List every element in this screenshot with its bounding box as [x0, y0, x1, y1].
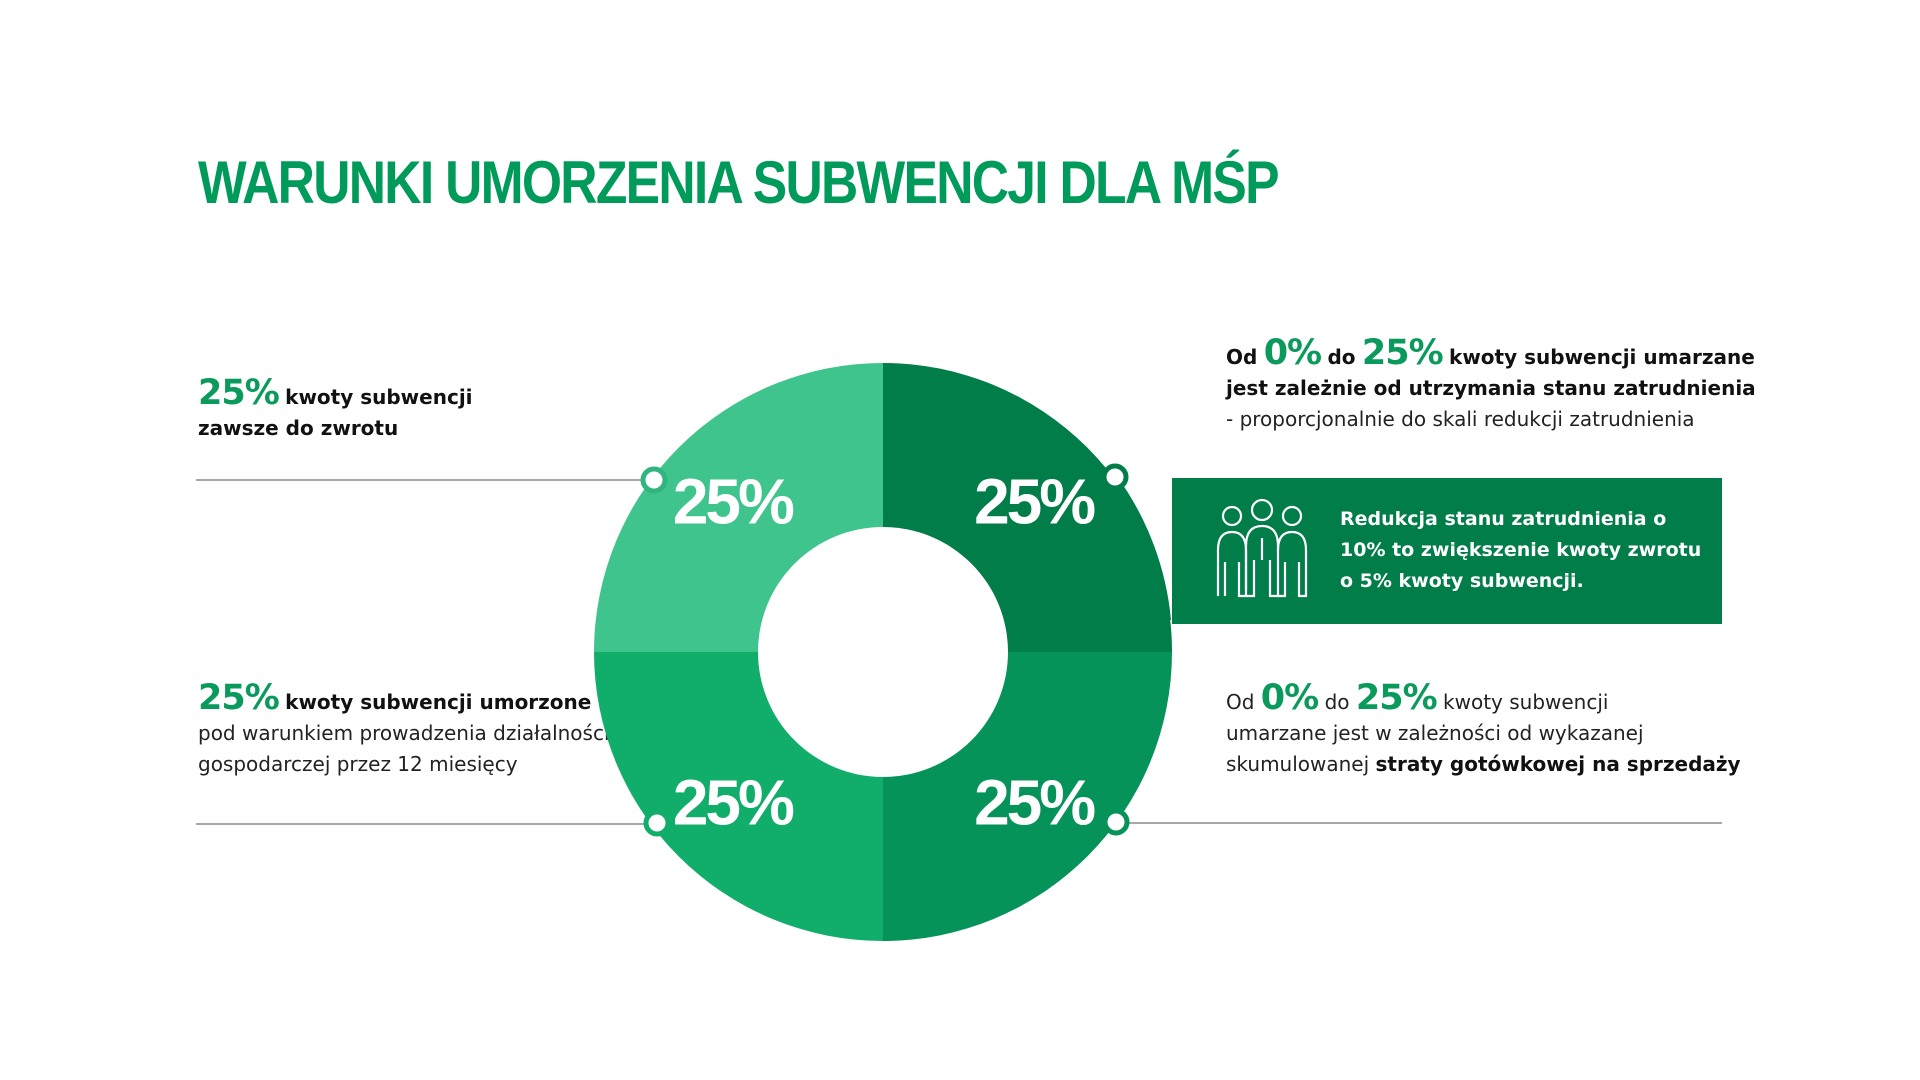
bottom-right-line3b: straty gotówkowej na sprzedaży: [1375, 752, 1741, 776]
bottom-right-line2: umarzane jest w zależności od wykazanej: [1226, 721, 1644, 745]
callout-connector: [1113, 475, 1171, 621]
rule-top-left: [196, 479, 650, 481]
top-right-big2: 25%: [1361, 333, 1444, 373]
bottom-right-do: do: [1324, 690, 1350, 714]
people-icon: [1216, 498, 1308, 598]
bottom-right-big2: 25%: [1355, 678, 1438, 718]
text-block-bottom-right: Od 0% do 25% kwoty subwencji umarzane je…: [1226, 681, 1741, 780]
text-block-bottom-left: 25% kwoty subwencji umorzone pod warunki…: [198, 681, 610, 780]
donut-slice-top-left: [594, 363, 883, 652]
top-right-od: Od: [1226, 345, 1258, 369]
top-right-line2: jest zależnie od utrzymania stanu zatrud…: [1226, 376, 1756, 400]
bottom-right-line1: kwoty subwencji: [1443, 690, 1609, 714]
rule-bottom-left: [196, 823, 654, 825]
marker-dot-bottom-left: [643, 809, 671, 837]
donut-slice-top-right: [883, 363, 1172, 652]
slice-label-bottom-right: 25%: [974, 767, 1095, 839]
bottom-left-line2: pod warunkiem prowadzenia działalności: [198, 721, 610, 745]
callout-box: Redukcja stanu zatrudnienia o 10% to zwi…: [1172, 478, 1722, 624]
bottom-right-od: Od: [1226, 690, 1255, 714]
text-block-top-left: 25% kwoty subwencji zawsze do zwrotu: [198, 376, 473, 444]
marker-dot-top-left: [640, 466, 668, 494]
percent-bottom-left: 25%: [198, 678, 280, 718]
slice-label-bottom-left: 25%: [673, 767, 794, 839]
rule-bottom-right: [1116, 822, 1722, 824]
bottom-left-line3: gospodarczej przez 12 miesięcy: [198, 752, 518, 776]
percent-top-left: 25%: [198, 373, 280, 413]
marker-dot-top-right: [1101, 463, 1129, 491]
callout-text: Redukcja stanu zatrudnienia o 10% to zwi…: [1340, 508, 1702, 592]
top-right-big1: 0%: [1263, 333, 1322, 373]
top-left-line1: kwoty subwencji: [285, 385, 473, 409]
bottom-right-big1: 0%: [1260, 678, 1319, 718]
top-right-do: do: [1327, 345, 1356, 369]
slice-label-top-left: 25%: [673, 465, 794, 537]
page-title: WARUNKI UMORZENIA SUBWENCJI DLA MŚP: [198, 149, 1279, 216]
bottom-right-line3a: skumulowanej: [1226, 752, 1370, 776]
bottom-left-line1: kwoty subwencji umorzone: [285, 690, 592, 714]
text-block-top-right: Od 0% do 25% kwoty subwencji umarzane je…: [1226, 336, 1756, 435]
donut-slice-bottom-right: [883, 652, 1172, 941]
top-left-line2: zawsze do zwrotu: [198, 416, 399, 440]
top-right-line1: kwoty subwencji umarzane: [1449, 345, 1755, 369]
donut-slice-bottom-left: [594, 652, 883, 941]
slice-label-top-right: 25%: [974, 465, 1095, 537]
marker-dot-bottom-right: [1102, 808, 1130, 836]
top-right-line3: - proporcjonalnie do skali redukcji zatr…: [1226, 407, 1695, 431]
